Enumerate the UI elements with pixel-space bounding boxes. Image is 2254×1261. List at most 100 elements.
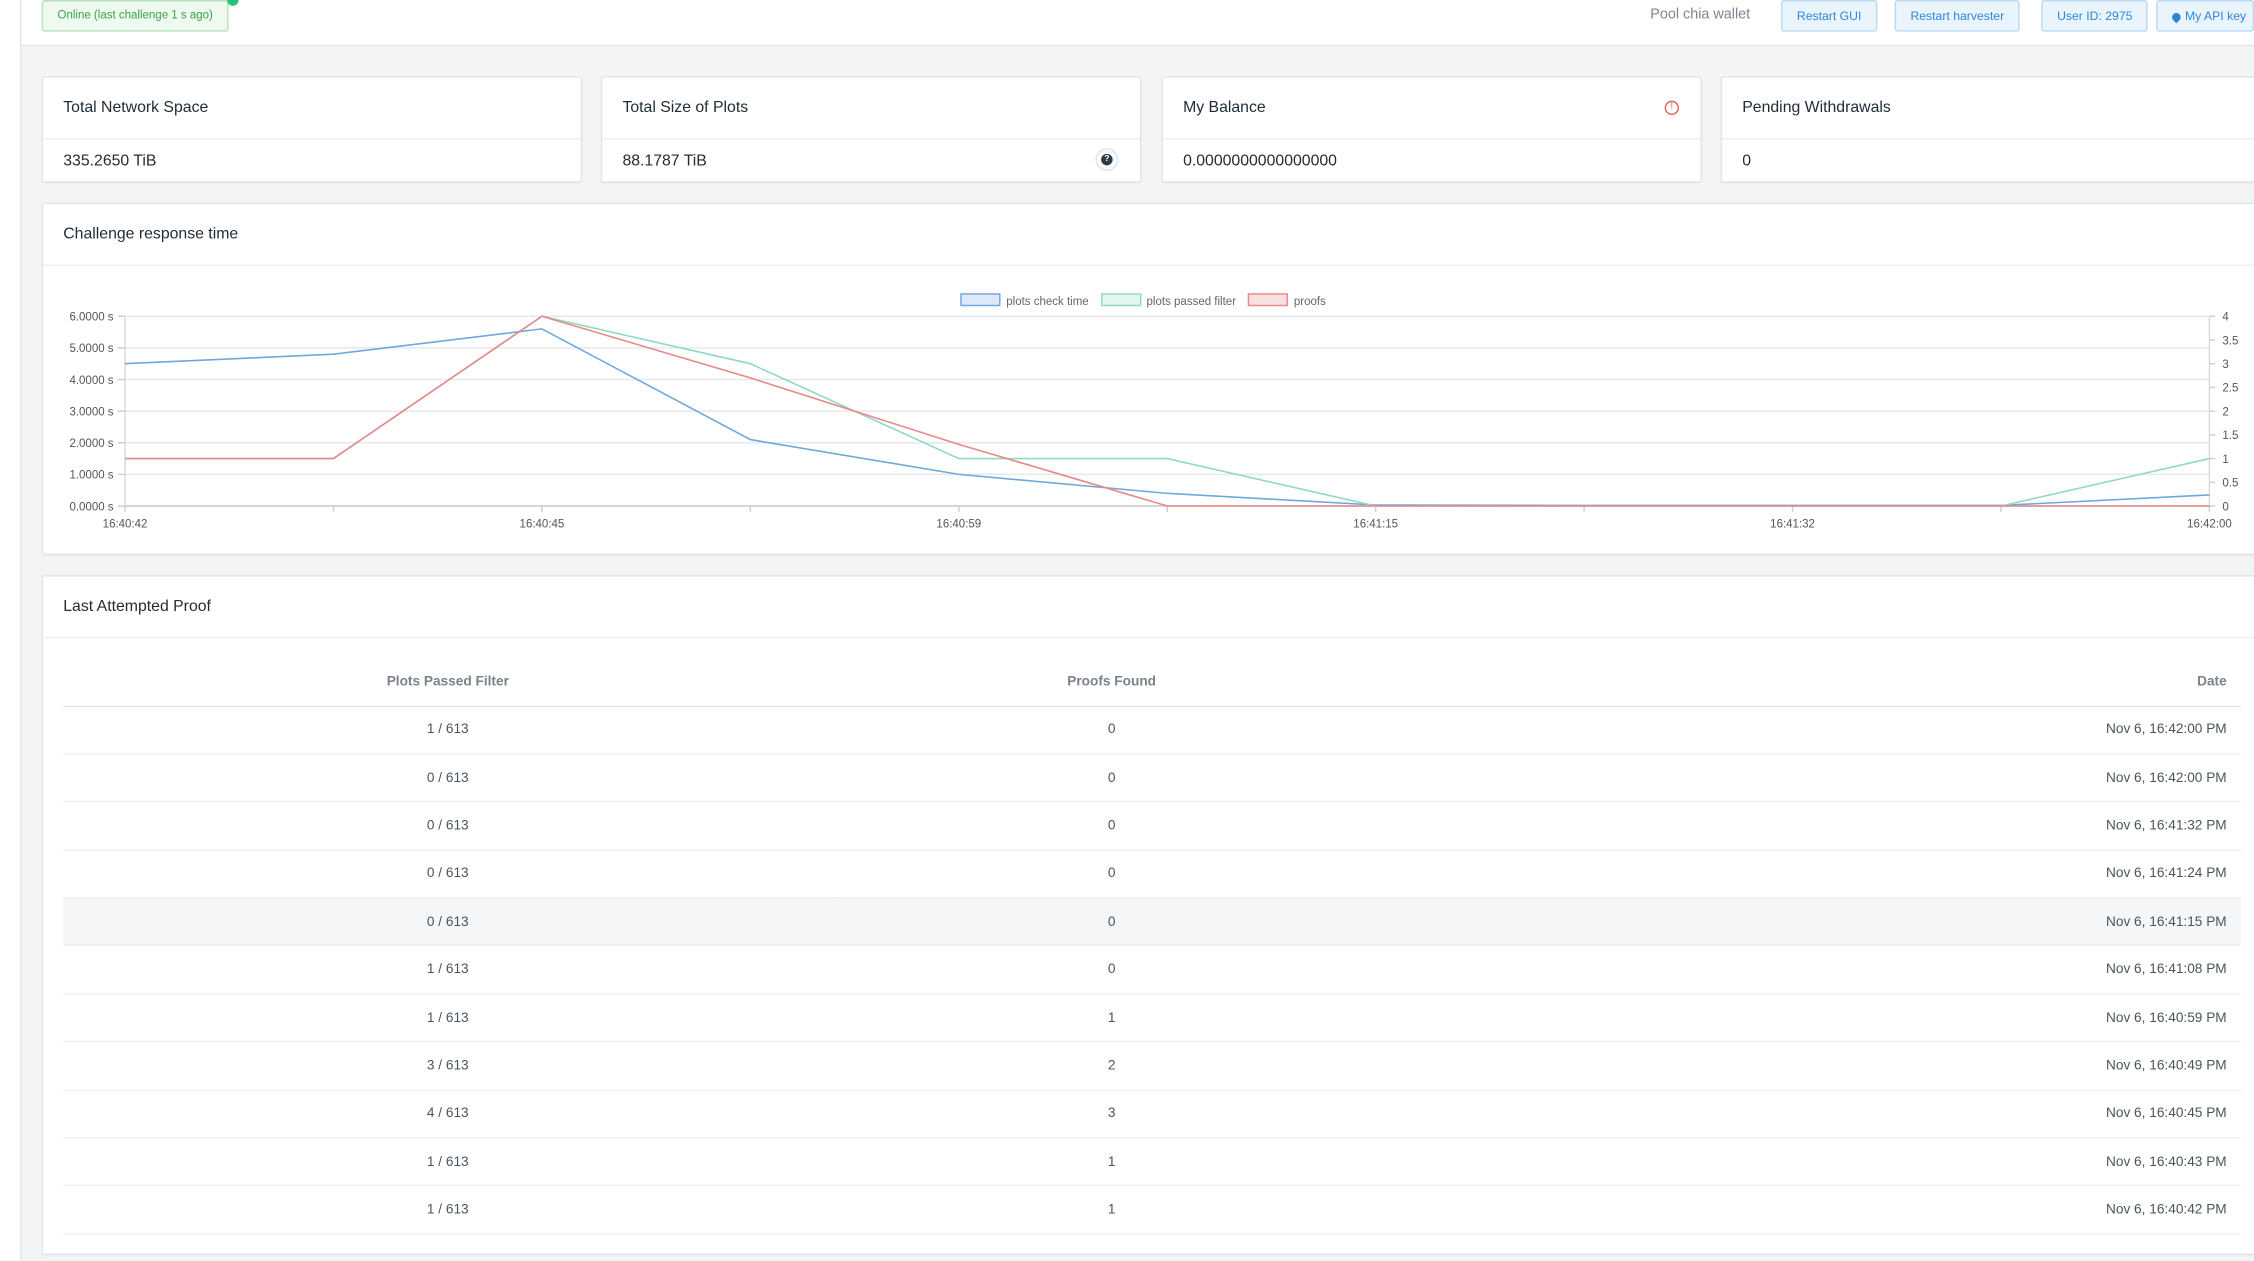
plots-passed-cell: 4 / 613 [63, 1089, 833, 1139]
proofs-found-cell: 1 [832, 1137, 1391, 1187]
stat-value: 0.0000000000000000 [1183, 152, 1337, 170]
table-row[interactable]: 0 / 613 0 Nov 6, 16:41:24 PM [63, 849, 2242, 899]
plots-passed-cell: 1 / 613 [63, 945, 833, 995]
plots-passed-cell: 0 / 613 [63, 849, 833, 899]
column-header[interactable]: Date [1390, 658, 2242, 707]
table-row[interactable]: 1 / 613 1 Nov 6, 16:40:42 PM [63, 1185, 2242, 1235]
legend-swatch [960, 293, 1001, 307]
date-cell: Nov 6, 16:40:42 PM [1390, 1185, 2242, 1235]
proofs-found-cell: 0 [832, 897, 1391, 947]
x-tick-label: 16:40:59 [936, 519, 981, 531]
api-key-label: My API key [2185, 8, 2247, 23]
x-tick-label: 16:40:45 [520, 519, 565, 531]
stat-title-wrap: My Balance ! [1162, 78, 1701, 140]
table-row[interactable]: 1 / 613 0 Nov 6, 16:41:08 PM [63, 945, 2242, 995]
table-row[interactable]: 1 / 613 1 Nov 6, 16:40:43 PM [63, 1137, 2242, 1187]
column-header[interactable]: Plots Passed Filter [63, 658, 833, 707]
chart-title: Challenge response time [43, 204, 2254, 266]
date-cell: Nov 6, 16:42:00 PM [1390, 705, 2242, 755]
legend-label: proofs [1293, 294, 1326, 308]
table-row[interactable]: 0 / 613 0 Nov 6, 16:42:00 PM [63, 753, 2242, 803]
date-cell: Nov 6, 16:40:45 PM [1390, 1089, 2242, 1139]
legend-item[interactable]: plots passed filter [1100, 293, 1237, 308]
legend-item[interactable]: plots check time [960, 293, 1089, 308]
proofs-found-cell: 3 [832, 1089, 1391, 1139]
info-alert-icon[interactable]: ! [1664, 100, 1679, 115]
chart-legend: plots check time plots passed filter pro… [960, 293, 1334, 308]
y-right-tick-label: 3.5 [2222, 335, 2238, 347]
date-cell: Nov 6, 16:41:15 PM [1390, 897, 2242, 947]
online-indicator-icon [227, 0, 239, 6]
y-right-tick-label: 0 [2222, 501, 2228, 513]
restart-harvester-button[interactable]: Restart harvester [1894, 0, 2020, 32]
x-tick-label: 16:41:32 [1770, 519, 1815, 531]
table-row[interactable]: 0 / 613 0 Nov 6, 16:41:15 PM [63, 897, 2242, 947]
x-tick-label: 16:40:42 [103, 519, 148, 531]
y-right-tick-label: 2.5 [2222, 383, 2238, 395]
table-row[interactable]: 0 / 613 0 Nov 6, 16:41:32 PM [63, 801, 2242, 851]
date-cell: Nov 6, 16:41:24 PM [1390, 849, 2242, 899]
y-right-tick-label: 1 [2222, 454, 2228, 466]
legend-swatch [1100, 293, 1141, 307]
date-cell: Nov 6, 16:40:43 PM [1390, 1137, 2242, 1187]
user-id-button[interactable]: User ID: 2975 [2041, 0, 2149, 32]
proofs-found-cell: 0 [832, 705, 1391, 755]
y-left-tick-label: 2.0000 s [69, 438, 113, 450]
y-left-tick-label: 1.0000 s [69, 470, 113, 482]
stat-title: My Balance [1183, 99, 1266, 117]
plots-passed-cell: 0 / 613 [63, 801, 833, 851]
column-header[interactable]: Proofs Found [832, 658, 1391, 707]
y-right-tick-label: 3 [2222, 359, 2228, 371]
table-row[interactable]: 1 / 613 0 Nov 6, 16:42:00 PM [63, 705, 2242, 755]
y-right-tick-label: 1.5 [2222, 430, 2238, 442]
legend-label: plots check time [1006, 294, 1089, 308]
api-key-button[interactable]: My API key [2156, 0, 2254, 32]
proofs-found-cell: 0 [832, 753, 1391, 803]
x-tick-label: 16:42:00 [2187, 519, 2232, 531]
plots-passed-cell: 1 / 613 [63, 1137, 833, 1187]
date-cell: Nov 6, 16:42:00 PM [1390, 753, 2242, 803]
y-left-tick-label: 3.0000 s [69, 406, 113, 418]
plots-passed-cell: 1 / 613 [63, 705, 833, 755]
proofs-found-cell: 0 [832, 945, 1391, 995]
proof-card: Last Attempted Proof Plots Passed Filter… [41, 575, 2254, 1255]
proofs-found-cell: 1 [832, 1185, 1391, 1235]
stat-title: Total Network Space [43, 78, 581, 140]
plots-passed-cell: 0 / 613 [63, 897, 833, 947]
date-cell: Nov 6, 16:41:32 PM [1390, 801, 2242, 851]
plots-passed-cell: 0 / 613 [63, 753, 833, 803]
legend-swatch [1247, 293, 1289, 307]
proofs-found-cell: 0 [832, 849, 1391, 899]
plots-passed-cell: 3 / 613 [63, 1041, 833, 1091]
top-bar: Online (last challenge 1 s ago) Pool chi… [21, 0, 2254, 46]
help-icon[interactable]: ? [1095, 148, 1119, 172]
legend-label: plots passed filter [1146, 294, 1237, 308]
legend-item[interactable]: proofs [1247, 293, 1326, 308]
restart-gui-button[interactable]: Restart GUI [1781, 0, 1878, 32]
table-row[interactable]: 3 / 613 2 Nov 6, 16:40:49 PM [63, 1041, 2242, 1091]
proof-title: Last Attempted Proof [43, 576, 2254, 639]
wallet-label: Pool chia wallet [1650, 7, 1751, 23]
date-cell: Nov 6, 16:40:59 PM [1390, 993, 2242, 1043]
stat-title: Total Size of Plots [602, 78, 1140, 140]
y-right-tick-label: 4 [2222, 312, 2229, 324]
y-right-tick-label: 2 [2222, 406, 2228, 418]
proofs-found-cell: 2 [832, 1041, 1391, 1091]
balance-card: My Balance ! 0.0000000000000000 [1161, 76, 1702, 183]
left-sidebar [0, 0, 22, 1261]
response-time-chart: 0.0000 s 1.0000 s 2.0000 s 3.0000 s 4.0000 s… [69, 312, 2238, 531]
stat-value: 335.2650 TiB [63, 152, 157, 170]
y-left-tick-label: 0.0000 s [69, 501, 113, 513]
table-row[interactable]: 1 / 613 1 Nov 6, 16:40:59 PM [63, 993, 2242, 1043]
plots-size-card: Total Size of Plots 88.1787 TiB ? [600, 76, 1142, 183]
stat-value: 0 [1742, 152, 1752, 170]
stat-value: 88.1787 TiB [622, 152, 707, 170]
chart-card: Challenge response time plots check time… [41, 202, 2254, 555]
y-right-tick-label: 0.5 [2222, 478, 2238, 490]
proofs-found-cell: 1 [832, 993, 1391, 1043]
proofs-found-cell: 0 [832, 801, 1391, 851]
pin-icon [2170, 10, 2183, 23]
table-row[interactable]: 4 / 613 3 Nov 6, 16:40:45 PM [63, 1089, 2242, 1139]
plots-passed-cell: 1 / 613 [63, 1185, 833, 1235]
